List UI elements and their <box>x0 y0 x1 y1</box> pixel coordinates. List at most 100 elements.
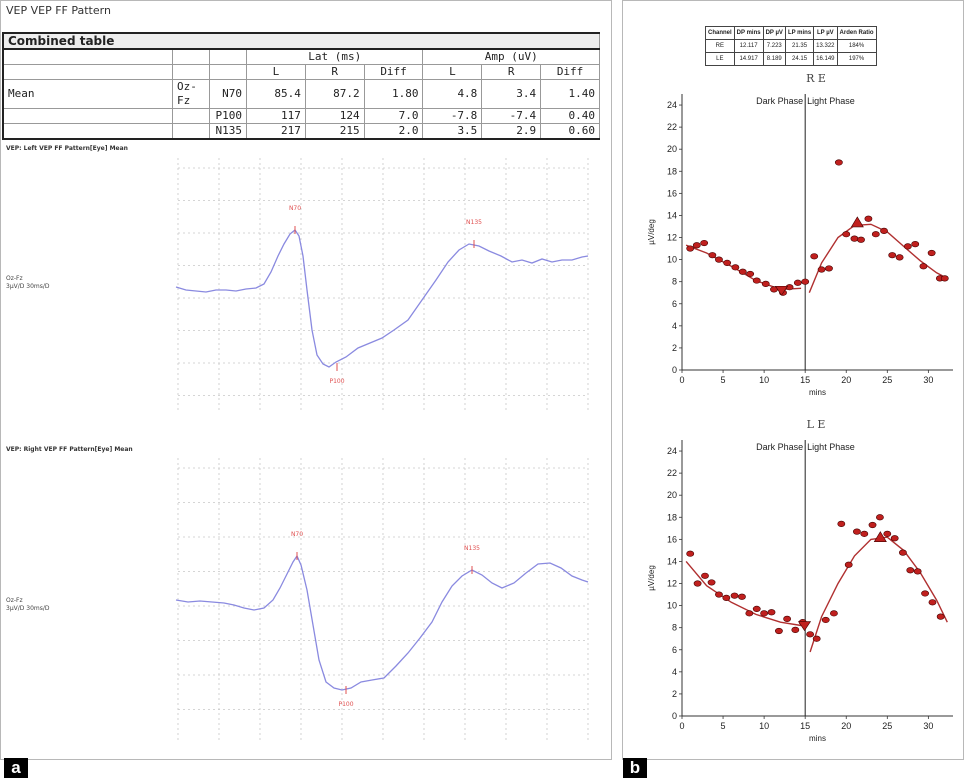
arden-cell: 21.35 <box>784 39 815 53</box>
data-point <box>834 159 843 166</box>
arden-cell: 7.223 <box>762 39 786 53</box>
dark-phase-fit-line <box>685 560 802 627</box>
channel-cell: Oz-Fz <box>172 79 210 109</box>
combined-table-title: Combined table <box>2 32 600 50</box>
peak-marker-label: N135 <box>464 545 480 552</box>
sub-header: Diff <box>363 64 424 80</box>
value-cell: 2.0 <box>363 123 424 140</box>
left-trace-channel-label: Oz-Fz 3µV/D 30ms/D <box>6 275 50 290</box>
arden-header: LP mins <box>784 26 815 40</box>
y-tick-label: 12 <box>667 233 677 243</box>
left-trace-title: VEP: Left VEP FF Pattern[Eye] Mean <box>6 145 128 152</box>
data-point <box>821 616 830 624</box>
data-point <box>890 535 899 542</box>
data-point <box>919 263 928 270</box>
sub-header: Diff <box>540 64 600 80</box>
x-tick-label: 15 <box>800 375 810 385</box>
data-point <box>927 249 936 257</box>
peak-cell: N135 <box>209 123 247 140</box>
arden-cell: 13.322 <box>813 39 838 53</box>
data-point <box>700 239 709 247</box>
data-point <box>686 245 695 252</box>
x-tick-label: 10 <box>759 721 769 731</box>
data-point <box>817 266 826 273</box>
data-point <box>876 514 884 521</box>
peak-cell: N70 <box>209 79 247 109</box>
data-point <box>746 270 755 278</box>
data-point <box>707 579 716 586</box>
arden-cell: LE <box>705 52 735 66</box>
data-point <box>899 549 907 556</box>
y-tick-label: 14 <box>667 556 677 566</box>
arden-cell: 14.917 <box>733 52 764 66</box>
table-row: Mean Oz-Fz N70 85.4 87.2 1.80 4.8 3.4 1.… <box>2 79 600 109</box>
vep-waveform-line <box>175 229 589 368</box>
panel-b-frame <box>622 0 964 760</box>
value-cell: 7.0 <box>363 108 424 124</box>
arden-header: DP µV <box>762 26 786 40</box>
value-cell: 2.9 <box>481 123 542 140</box>
data-point <box>686 550 695 557</box>
sub-header: L <box>246 64 306 80</box>
y-tick-label: 14 <box>667 210 677 220</box>
data-point <box>895 254 904 261</box>
value-cell: -7.4 <box>481 108 542 124</box>
data-point <box>906 567 915 574</box>
data-point <box>842 231 851 238</box>
value-cell: 85.4 <box>246 79 306 109</box>
x-tick-label: 20 <box>841 721 851 731</box>
peak-marker-label: P100 <box>329 378 344 385</box>
arden-ratio-table: Channel DP mins DP µV LP mins LP µV Arde… <box>705 26 877 66</box>
x-tick-label: 5 <box>721 375 726 385</box>
arden-header: DP mins <box>733 26 764 40</box>
data-point <box>738 593 746 600</box>
y-tick-label: 18 <box>667 512 677 522</box>
dark-phase-label: Dark Phase <box>756 442 803 452</box>
data-point <box>936 613 945 620</box>
table-row: N135 217 215 2.0 3.5 2.9 0.60 <box>2 123 600 140</box>
data-point <box>692 242 701 249</box>
y-tick-label: 2 <box>672 689 677 699</box>
data-point <box>868 521 877 529</box>
data-point <box>731 264 740 271</box>
arden-header: Arden Ratio <box>836 26 877 40</box>
data-point <box>864 215 873 222</box>
data-point <box>752 605 761 613</box>
re-chart-title: R E <box>806 72 826 85</box>
data-point <box>761 280 770 287</box>
data-point <box>715 256 723 263</box>
value-cell: 0.60 <box>540 123 600 140</box>
data-point <box>722 594 731 601</box>
y-tick-label: 6 <box>672 299 677 309</box>
x-tick-label: 0 <box>679 375 684 385</box>
le-chart-title: L E <box>806 418 826 431</box>
data-point <box>883 530 892 537</box>
light-peak-marker <box>873 531 887 543</box>
y-tick-label: 10 <box>667 255 677 265</box>
data-point <box>913 568 922 575</box>
data-point <box>745 610 754 617</box>
value-cell: 3.4 <box>481 79 542 109</box>
y-tick-label: 8 <box>672 277 677 287</box>
data-point <box>860 530 869 537</box>
panel-label-a: a <box>4 758 28 778</box>
dark-trough-marker <box>774 285 789 296</box>
x-tick-label: 0 <box>679 721 684 731</box>
data-point <box>911 241 920 248</box>
x-axis-label: mins <box>809 734 826 743</box>
data-point <box>812 635 821 642</box>
value-cell: 3.5 <box>422 123 483 140</box>
x-tick-label: 25 <box>882 375 892 385</box>
data-point <box>801 278 810 285</box>
sub-header: R <box>481 64 542 80</box>
data-point <box>853 528 861 535</box>
x-axis-label: mins <box>809 388 826 397</box>
data-point <box>701 572 709 579</box>
x-tick-label: 5 <box>721 721 726 731</box>
data-point <box>928 599 937 606</box>
lat-group-header: Lat (ms) <box>245 48 424 65</box>
data-point <box>857 236 865 243</box>
peak-marker-label: N70 <box>291 531 303 538</box>
right-trace-channel-label: Oz-Fz 3µV/D 30ms/D <box>6 597 50 612</box>
